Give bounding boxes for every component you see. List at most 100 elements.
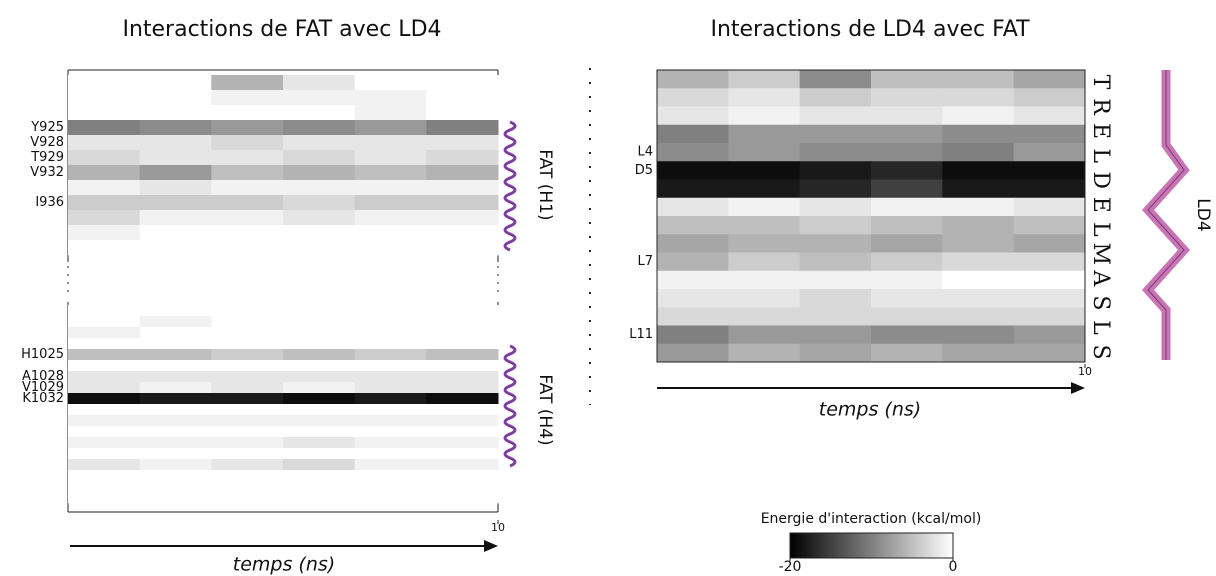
heat-cell xyxy=(68,180,141,196)
heat-cell xyxy=(426,195,499,211)
heat-cell xyxy=(426,492,499,504)
heat-cell xyxy=(871,234,943,253)
heat-cell xyxy=(283,327,356,339)
heat-cell xyxy=(139,165,212,181)
heat-cell xyxy=(68,90,141,106)
heat-cell xyxy=(728,70,801,89)
heat-cell xyxy=(799,289,872,308)
heat-cell xyxy=(728,343,801,363)
heat-cell xyxy=(354,470,427,482)
heat-cell xyxy=(942,179,1015,199)
heat-cell xyxy=(211,150,284,166)
heat-cell xyxy=(68,349,141,361)
heat-cell xyxy=(139,338,212,350)
heat-cell xyxy=(354,481,427,493)
heat-cell xyxy=(657,325,729,345)
heat-cell xyxy=(211,305,284,317)
heat-cell xyxy=(426,360,499,372)
sequence-letter: A xyxy=(1088,269,1113,287)
heat-cell xyxy=(68,225,141,241)
heat-cell xyxy=(942,70,1015,89)
heat-cell xyxy=(139,327,212,339)
heat-cell xyxy=(426,404,499,416)
heat-cell xyxy=(211,225,284,241)
heat-cell xyxy=(799,179,872,199)
heat-cell xyxy=(354,225,427,241)
heat-cell xyxy=(942,106,1015,126)
heat-cell xyxy=(354,135,427,151)
heat-cell xyxy=(1013,70,1086,89)
heat-cell xyxy=(942,124,1015,144)
heat-cell xyxy=(139,371,212,383)
heat-cell xyxy=(426,210,499,226)
heat-cell xyxy=(871,343,943,363)
heat-cell xyxy=(354,210,427,226)
helix-icon xyxy=(503,344,517,468)
heat-cell xyxy=(728,124,801,144)
heat-cell xyxy=(871,124,943,144)
heat-cell xyxy=(1013,325,1086,345)
sequence-letter: M xyxy=(1088,243,1113,266)
heat-cell xyxy=(211,327,284,339)
heat-cell xyxy=(68,338,141,350)
heat-cell xyxy=(139,437,212,449)
sequence-letter: T xyxy=(1088,75,1113,90)
heat-cell xyxy=(1013,234,1086,253)
row-label: L4 xyxy=(637,145,653,160)
heat-cell xyxy=(1013,161,1086,180)
heat-cell xyxy=(1013,252,1086,272)
heat-cell xyxy=(799,216,872,235)
heat-cell xyxy=(354,120,427,136)
heat-cell xyxy=(139,240,212,256)
heat-cell xyxy=(1013,343,1086,363)
heat-cell xyxy=(211,371,284,383)
heat-cell xyxy=(139,459,212,471)
heat-cell xyxy=(871,325,943,345)
heat-cell xyxy=(139,75,212,91)
heat-cell xyxy=(211,404,284,416)
time-arrows xyxy=(70,382,1085,552)
heat-cell xyxy=(426,448,499,460)
x-tick-label: 10 xyxy=(491,521,505,534)
heat-cell xyxy=(139,195,212,211)
heat-cell xyxy=(139,448,212,460)
heat-cell xyxy=(426,316,499,328)
heat-cell xyxy=(283,225,356,241)
heat-cell xyxy=(283,90,356,106)
heat-cell xyxy=(139,481,212,493)
heat-cell xyxy=(426,90,499,106)
heat-cell xyxy=(211,210,284,226)
heat-cell xyxy=(211,180,284,196)
heat-cell xyxy=(283,75,356,91)
heat-cell xyxy=(139,470,212,482)
heat-cell xyxy=(942,234,1015,253)
heat-cell xyxy=(283,240,356,256)
heat-cell xyxy=(354,165,427,181)
heat-cell xyxy=(426,120,499,136)
heat-cell xyxy=(68,393,141,405)
heat-cell xyxy=(426,327,499,339)
heat-cell xyxy=(211,165,284,181)
heat-cell xyxy=(139,393,212,405)
heat-cell xyxy=(354,459,427,471)
heat-cell xyxy=(871,106,943,126)
heat-cell xyxy=(871,143,943,162)
heat-cell xyxy=(139,120,212,136)
heat-cell xyxy=(283,459,356,471)
heat-cell xyxy=(354,180,427,196)
heat-cell xyxy=(211,437,284,449)
sequence-letter: E xyxy=(1088,197,1113,213)
heat-cell xyxy=(68,240,141,256)
heat-cell xyxy=(283,492,356,504)
heat-cell xyxy=(283,349,356,361)
heat-cell xyxy=(354,195,427,211)
heat-cell xyxy=(139,105,212,121)
heat-cell xyxy=(871,270,943,290)
heat-cell xyxy=(283,165,356,181)
row-label: Y925 xyxy=(30,120,64,135)
heat-cell xyxy=(68,371,141,383)
sequence-letter: S xyxy=(1088,295,1113,310)
heat-cell xyxy=(942,289,1015,308)
heat-cell xyxy=(211,338,284,350)
row-label: L11 xyxy=(629,327,653,342)
